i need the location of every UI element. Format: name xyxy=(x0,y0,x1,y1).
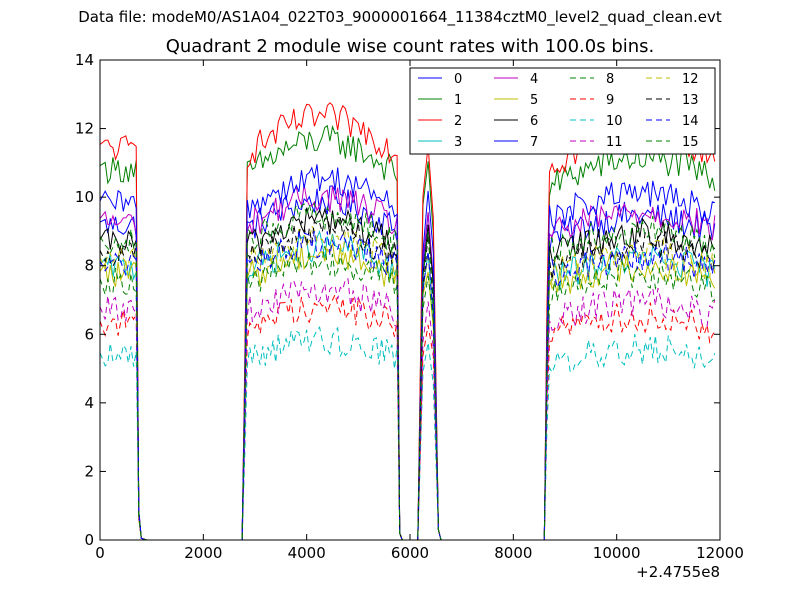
legend-label-10: 10 xyxy=(606,114,623,129)
y-tick-label: 4 xyxy=(84,394,94,412)
x-tick-label: 4000 xyxy=(288,544,326,562)
series-line-10 xyxy=(99,326,716,541)
series-line-7 xyxy=(99,164,715,541)
series-line-5 xyxy=(99,243,716,541)
series-line-12 xyxy=(99,224,716,541)
y-tick-label: 10 xyxy=(75,188,94,206)
legend-label-3: 3 xyxy=(454,135,462,150)
series-line-15 xyxy=(99,202,716,541)
y-tick-label: 0 xyxy=(84,531,94,549)
series-line-11 xyxy=(99,278,716,541)
figure-suptitle: Data file: modeM0/AS1A04_022T03_90000016… xyxy=(78,8,722,26)
legend-label-9: 9 xyxy=(606,93,614,108)
y-tick-label: 6 xyxy=(84,325,94,343)
series-line-4 xyxy=(99,184,716,541)
series-line-14 xyxy=(99,230,716,541)
legend-label-1: 1 xyxy=(454,93,462,108)
series-line-8 xyxy=(99,245,716,541)
x-tick-label: 8000 xyxy=(494,544,532,562)
series-line-1 xyxy=(99,124,716,541)
series-line-3 xyxy=(99,229,716,541)
chart-title: Quadrant 2 module wise count rates with … xyxy=(165,36,655,57)
legend-box xyxy=(409,67,716,155)
x-offset-label: +2.4755e8 xyxy=(636,563,720,581)
legend-label-13: 13 xyxy=(682,93,699,108)
legend-label-5: 5 xyxy=(530,93,538,108)
series-line-2 xyxy=(99,102,716,541)
legend-label-15: 15 xyxy=(682,135,699,150)
y-tick-label: 8 xyxy=(84,257,94,275)
legend-label-7: 7 xyxy=(530,135,538,150)
legend-label-11: 11 xyxy=(606,135,623,150)
y-tick-label: 14 xyxy=(75,51,94,69)
x-tick-label: 6000 xyxy=(391,544,429,562)
x-tick-label: 10000 xyxy=(593,544,641,562)
legend-label-4: 4 xyxy=(530,72,538,87)
series-line-13 xyxy=(99,216,716,541)
x-tick-label: 2000 xyxy=(184,544,222,562)
series-layer xyxy=(99,102,716,541)
x-tick-label: 12000 xyxy=(696,544,744,562)
series-line-9 xyxy=(99,293,716,541)
legend-label-14: 14 xyxy=(682,114,699,129)
legend-label-12: 12 xyxy=(682,72,699,87)
legend-label-8: 8 xyxy=(606,72,614,87)
x-tick-label: 0 xyxy=(95,544,105,562)
legend-label-2: 2 xyxy=(454,114,462,129)
y-tick-label: 2 xyxy=(84,462,94,480)
y-tick-label: 12 xyxy=(75,120,94,138)
legend-label-0: 0 xyxy=(454,72,462,87)
legend-label-6: 6 xyxy=(530,114,538,129)
